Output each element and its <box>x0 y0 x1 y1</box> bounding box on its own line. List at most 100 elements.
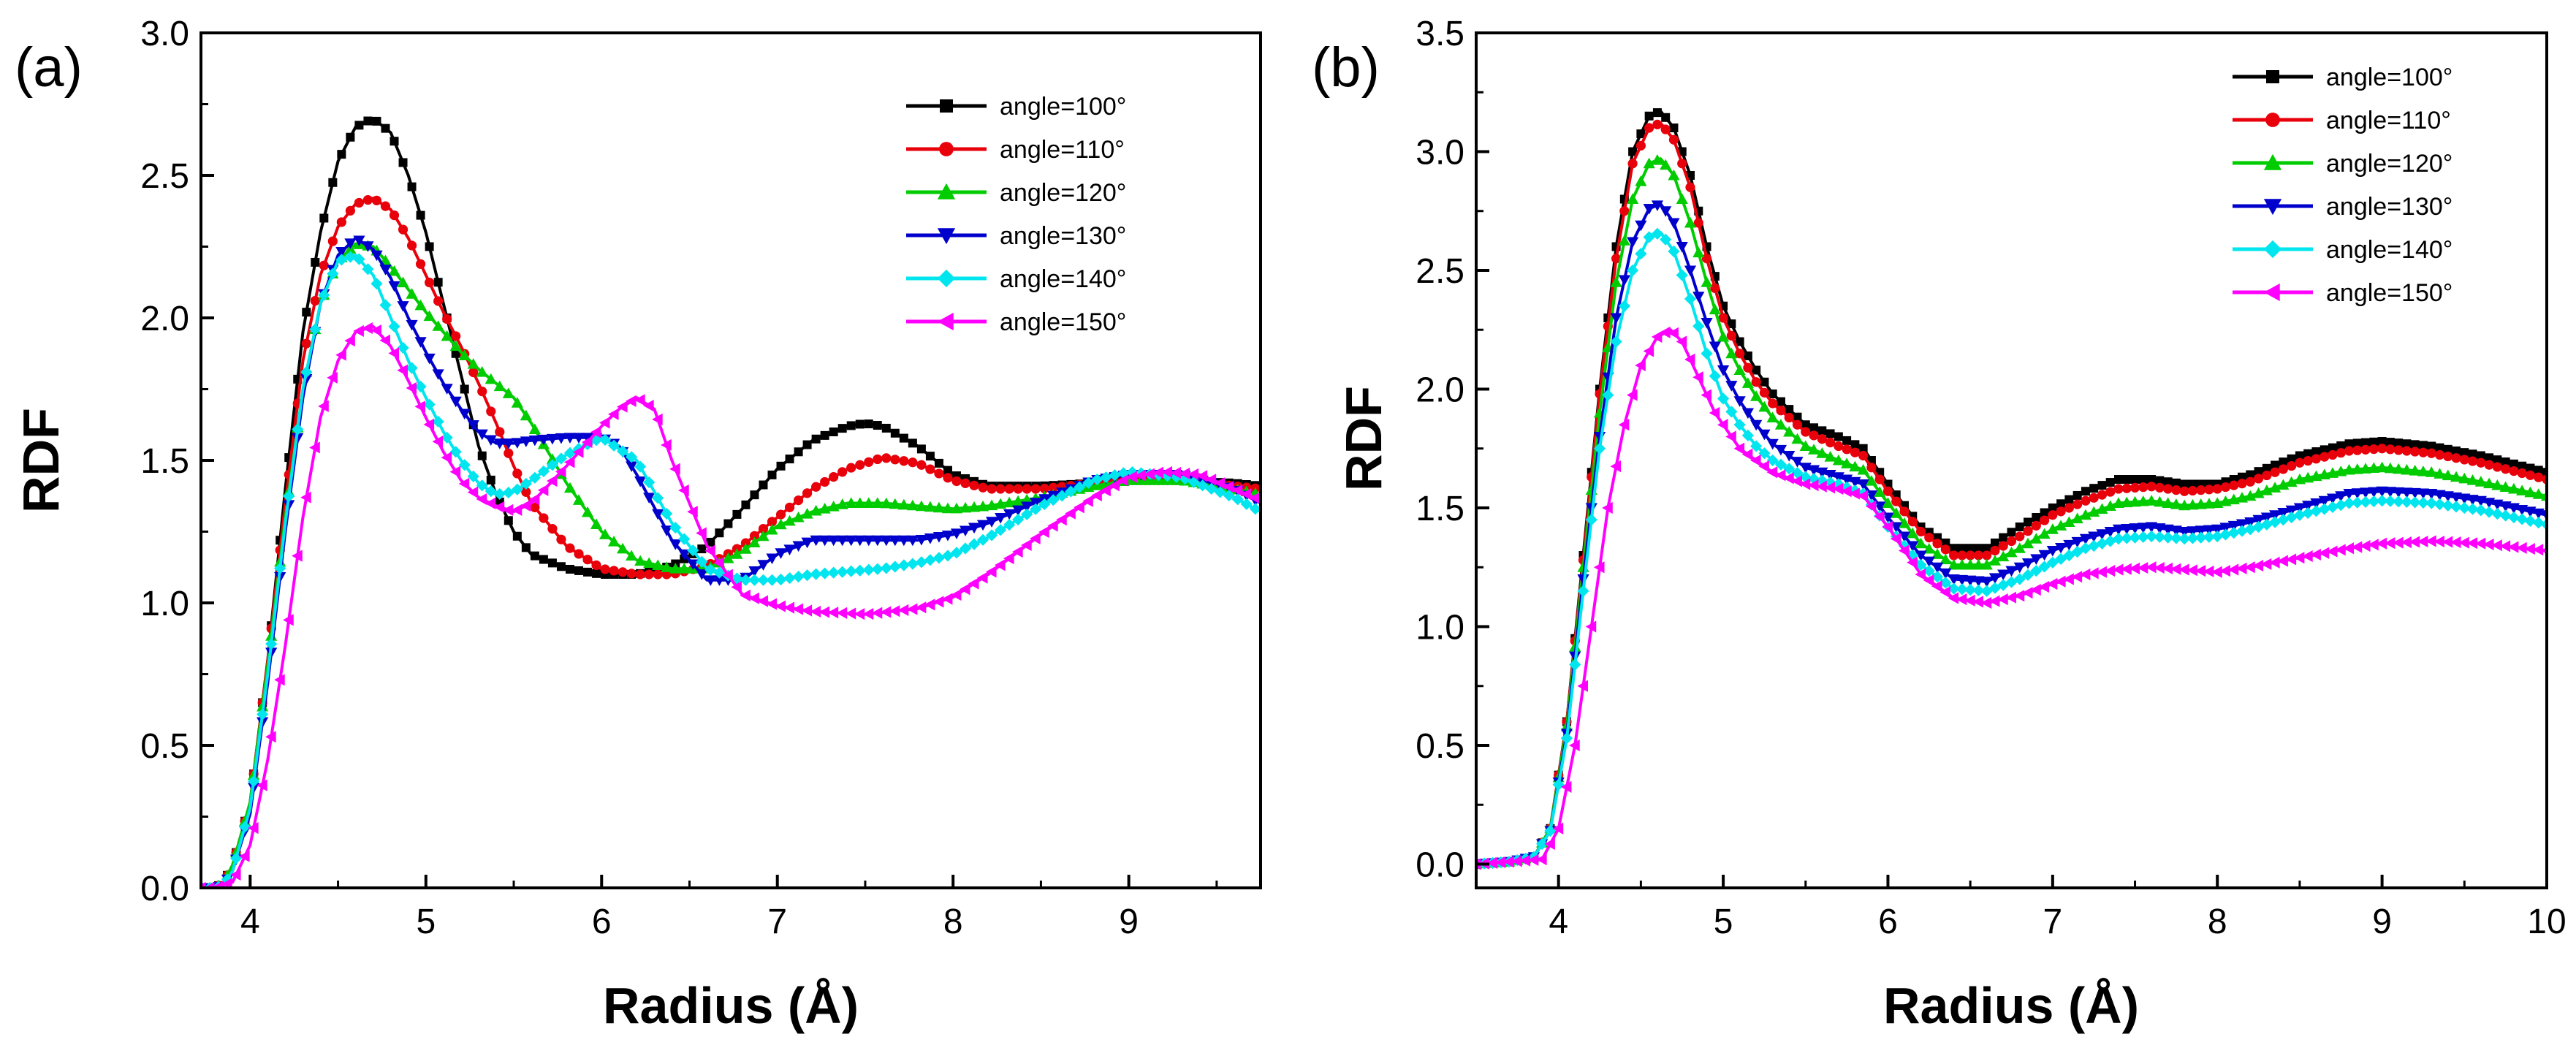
panel-b-series-point <box>2376 537 2387 550</box>
panel-b-series-point <box>2006 536 2017 547</box>
panel-a-series-point <box>810 568 822 580</box>
panel-b-y-tick-label: 1.5 <box>1416 490 1464 528</box>
panel-b-series-point <box>2145 561 2157 574</box>
panel-a-series-point <box>1012 505 1025 517</box>
panel-a-series-point <box>748 566 761 577</box>
panel-b-series-point <box>1997 550 2010 562</box>
panel-b-series-point <box>1577 680 1588 692</box>
panel-b-series-point <box>1494 856 1506 869</box>
panel-a-series-point <box>864 419 873 429</box>
panel-a-series-point <box>661 507 673 520</box>
panel-a-series-point <box>820 476 830 487</box>
panel-a-series-point <box>346 132 355 142</box>
panel-b-series-point <box>2129 562 2140 574</box>
panel-b-series-point <box>2260 512 2273 524</box>
panel-a-series-point <box>590 426 601 438</box>
panel-b-series-point <box>2491 508 2504 520</box>
panel-a-series-point <box>968 522 981 534</box>
panel-a-series-point <box>414 400 426 413</box>
panel-a-series-point <box>583 567 593 577</box>
panel-a-series-point <box>871 497 884 508</box>
panel-a-series-point <box>871 563 884 575</box>
panel-b-series-point <box>1758 447 1771 460</box>
panel-b-series-point <box>2046 577 2058 590</box>
panel-b-series-point <box>2137 495 2149 506</box>
panel-a-series-point <box>906 603 918 615</box>
panel-b-series-point <box>2485 453 2494 463</box>
panel-a-series-point <box>486 475 495 484</box>
panel-b-legend-marker <box>2263 199 2282 216</box>
panel-a-series-point <box>467 470 479 482</box>
panel-a-series-point <box>669 463 680 475</box>
panel-a-series-point <box>512 468 523 479</box>
panel-b-series-point <box>1677 159 1687 169</box>
panel-b-series-point <box>2450 492 2463 503</box>
panel-a-series-point <box>1074 481 1086 493</box>
panel-b-series-point <box>2055 520 2067 531</box>
panel-b-series-point <box>2021 537 2034 549</box>
panel-b-series-point <box>2377 437 2387 446</box>
panel-b-series-point <box>1741 408 1754 419</box>
panel-b-series-point <box>2311 454 2322 464</box>
panel-b-series-point <box>1783 463 1796 475</box>
panel-a-series-point <box>916 444 926 454</box>
panel-a-series-point <box>801 508 813 519</box>
panel-b-series-point <box>2244 561 2255 574</box>
panel-a-series-point <box>502 503 514 516</box>
panel-b-series-point <box>2122 475 2132 484</box>
panel-a-series-point <box>521 487 531 497</box>
panel-b-series-point <box>2509 466 2519 476</box>
panel-b-series-point <box>1801 427 1811 437</box>
panel-b-series-point <box>1750 390 1763 401</box>
panel-b-series-point <box>2427 441 2436 451</box>
panel-b-series-point <box>1791 457 1804 468</box>
panel-b-series-point <box>1907 556 1918 569</box>
panel-b-series-point <box>2466 474 2479 485</box>
panel-b-series-point <box>2409 536 2420 548</box>
panel-a-series-point <box>528 435 541 446</box>
panel-a-series-point <box>995 498 1007 509</box>
panel-a-series-point <box>591 560 601 571</box>
panel-b-series-point <box>2137 561 2148 574</box>
panel-b-series-point <box>2079 533 2092 545</box>
panel-a-series-6 <box>201 322 1261 888</box>
panel-b-series-point <box>1907 517 1918 527</box>
panel-b-series-point <box>1569 658 1581 671</box>
panel-b-series-point <box>2368 487 2380 498</box>
panel-a-series-point <box>731 581 742 593</box>
panel-a-series-point <box>985 529 998 542</box>
panel-a-series-point <box>766 574 778 586</box>
panel-b-series-point <box>2262 470 2272 481</box>
panel-a-series-point <box>292 423 304 436</box>
panel-b-series-point <box>1569 739 1580 752</box>
panel-b-series-point <box>1660 159 1672 170</box>
panel-b-series-point <box>2343 489 2355 500</box>
panel-b-series-point <box>2154 482 2165 493</box>
panel-a-series-point <box>908 457 918 468</box>
panel-b-series-point <box>2507 541 2519 553</box>
panel-b-series-point <box>2072 499 2083 509</box>
panel-a-series-point <box>362 322 373 335</box>
panel-b-series-point <box>2525 470 2536 480</box>
panel-a-series-point <box>493 501 505 514</box>
panel-a-series-point <box>344 238 357 249</box>
panel-a-series-point <box>477 387 487 397</box>
panel-a-series-point <box>344 251 357 263</box>
panel-b-series-point <box>2343 463 2355 475</box>
panel-b-series-point <box>2393 463 2405 474</box>
panel-a-y-tick-label: 0.0 <box>140 870 189 908</box>
panel-a-series-point <box>1003 496 1016 508</box>
panel-a-series-point <box>1214 477 1226 490</box>
panel-b-series-point <box>2409 496 2421 509</box>
panel-b-label: (b) <box>1312 37 1380 99</box>
panel-a-series-point <box>794 447 803 457</box>
panel-a-series-point <box>925 452 935 461</box>
panel-b-series-point <box>1536 837 1549 850</box>
panel-a-series-point <box>880 562 892 574</box>
panel-b-series-point <box>1858 444 1868 453</box>
panel-b-series-point <box>2113 484 2124 494</box>
panel-a-series-point <box>766 553 778 565</box>
panel-b-series-point <box>1982 544 1991 553</box>
panel-a-series-point <box>960 478 970 488</box>
panel-b-series-point <box>1644 123 1654 133</box>
